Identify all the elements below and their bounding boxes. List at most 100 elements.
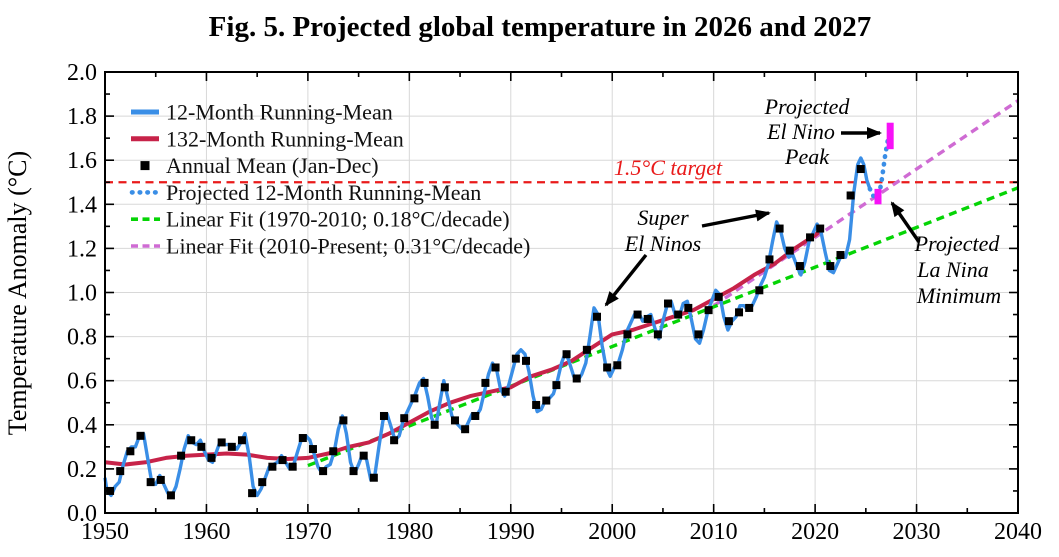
y-tick-label: 1.2 [67,236,97,262]
annual-mean-point [603,363,612,372]
legend-item-5: Linear Fit (2010-Present; 0.31°C/decade) [131,234,530,259]
x-tick-label: 1970 [284,519,332,545]
legend-square-swatch [140,161,150,171]
annual-mean-point [491,363,500,372]
annual-mean-point [177,451,186,460]
x-tick-label: 1980 [385,519,433,545]
annual-mean-point [775,224,784,233]
annual-mean-point [735,308,744,317]
y-tick-label: 0.6 [67,369,97,395]
annual-mean-point [785,246,794,255]
annual-mean-point [806,233,815,242]
y-tick-label: 1.8 [67,104,97,130]
annual-mean-point [461,425,470,434]
arrow-super-el-nino-2016 [701,209,771,228]
annual-mean-point [826,262,835,271]
x-tick-label: 2020 [791,519,839,545]
annual-mean-point [258,478,267,487]
annual-mean-point [217,438,226,447]
legend-label: Linear Fit (2010-Present; 0.31°C/decade) [166,234,530,259]
annual-mean-point [562,350,571,359]
y-tick-label: 2.0 [67,60,97,86]
y-tick-label: 1.4 [67,192,97,218]
annual-mean-point [207,453,216,462]
annual-mean-point [633,310,642,319]
annual-mean-point [349,467,358,476]
annual-mean-point [339,416,348,425]
y-axis-title: Temperature Anomaly (°C) [3,151,32,435]
annual-mean-point [755,286,764,295]
annual-mean-point [359,451,368,460]
arrow-projected-la-nina-minimum [890,201,921,243]
target-line-label: 1.5°C target [614,155,723,180]
annual-mean-point [795,262,804,271]
x-tick-label: 2010 [690,519,738,545]
annual-mean-point [329,447,338,456]
annual-mean-point [248,489,257,498]
series-annual-mean-markers [106,165,865,500]
legend-item-4: Linear Fit (1970-2010; 0.18°C/decade) [131,207,510,232]
annual-mean-point [694,330,703,339]
projected-la-nina-minimum-label-line-2: Minimum [916,283,1001,308]
annual-mean-point [653,330,662,339]
super-el-ninos-label-line-1: El Ninos [624,231,701,256]
annual-mean-point [400,414,409,423]
annual-mean-point [116,467,125,476]
legend-label: Annual Mean (Jan-Dec) [166,153,379,178]
projection-error-bars [874,122,894,205]
x-tick-labels: 1950 1960 1970 1980 1990 2000 2010 2020 2030 2040 [81,519,1042,545]
legend-label: Linear Fit (1970-2010; 0.18°C/decade) [166,207,510,232]
annual-mean-point [288,462,297,471]
annual-mean-point [126,447,135,456]
x-tick-label: 1990 [487,519,535,545]
projected-la-nina-minimum-label-line-0: Projected [914,231,1001,256]
annual-mean-point [298,434,307,443]
legend-item-3: Projected 12-Month Running-Mean [129,180,481,205]
annual-mean-point [704,306,713,315]
annual-mean-point [765,255,774,264]
annual-mean-point [664,299,673,308]
y-tick-label: 1.6 [67,148,97,174]
x-tick-label: 2030 [893,519,941,545]
annual-mean-point [237,436,246,445]
gridlines [105,72,1018,513]
annual-mean-point [319,467,328,476]
figure-title: Fig. 5. Projected global temperature in … [208,11,872,43]
super-el-ninos-label-line-0: Super [637,205,689,230]
annual-mean-point [532,400,541,409]
y-tick-label: 0.4 [67,413,97,439]
arrow-super-el-nino-1998 [604,253,648,307]
annual-mean-point [613,361,622,370]
annual-mean-point [471,411,480,420]
annual-mean-point [430,420,439,429]
annual-mean-point [856,165,865,174]
legend-label: 132-Month Running-Mean [166,126,404,151]
annual-mean-point [308,445,317,454]
annual-mean-point [166,491,175,500]
projected-la-nina-minimum-label-line-1: La Nina [916,257,989,282]
projected-el-nino-peak-label-line-2: Peak [784,144,830,169]
plot-frame [104,71,1019,514]
annual-mean-point [623,330,632,339]
legend-item-0: 12-Month Running-Mean [131,100,393,125]
annual-mean-point [674,310,683,319]
legend-label: 12-Month Running-Mean [166,100,393,125]
annual-mean-point [542,396,551,405]
legend-item-1: 132-Month Running-Mean [131,126,404,151]
annual-mean-point [745,303,754,312]
annual-mean-point [501,387,510,396]
annual-mean-point [724,317,733,326]
annual-mean-point [379,411,388,420]
annual-mean-point [593,312,602,321]
annual-mean-point [552,381,561,390]
projected-el-nino-peak-label-line-0: Projected [764,94,851,119]
x-tick-label: 2040 [994,519,1042,545]
annual-mean-point [278,456,287,465]
y-tick-label: 0.8 [67,325,97,351]
annual-mean-point [420,378,429,387]
annual-mean-point [816,224,825,233]
y-tick-label: 0.2 [67,457,97,483]
